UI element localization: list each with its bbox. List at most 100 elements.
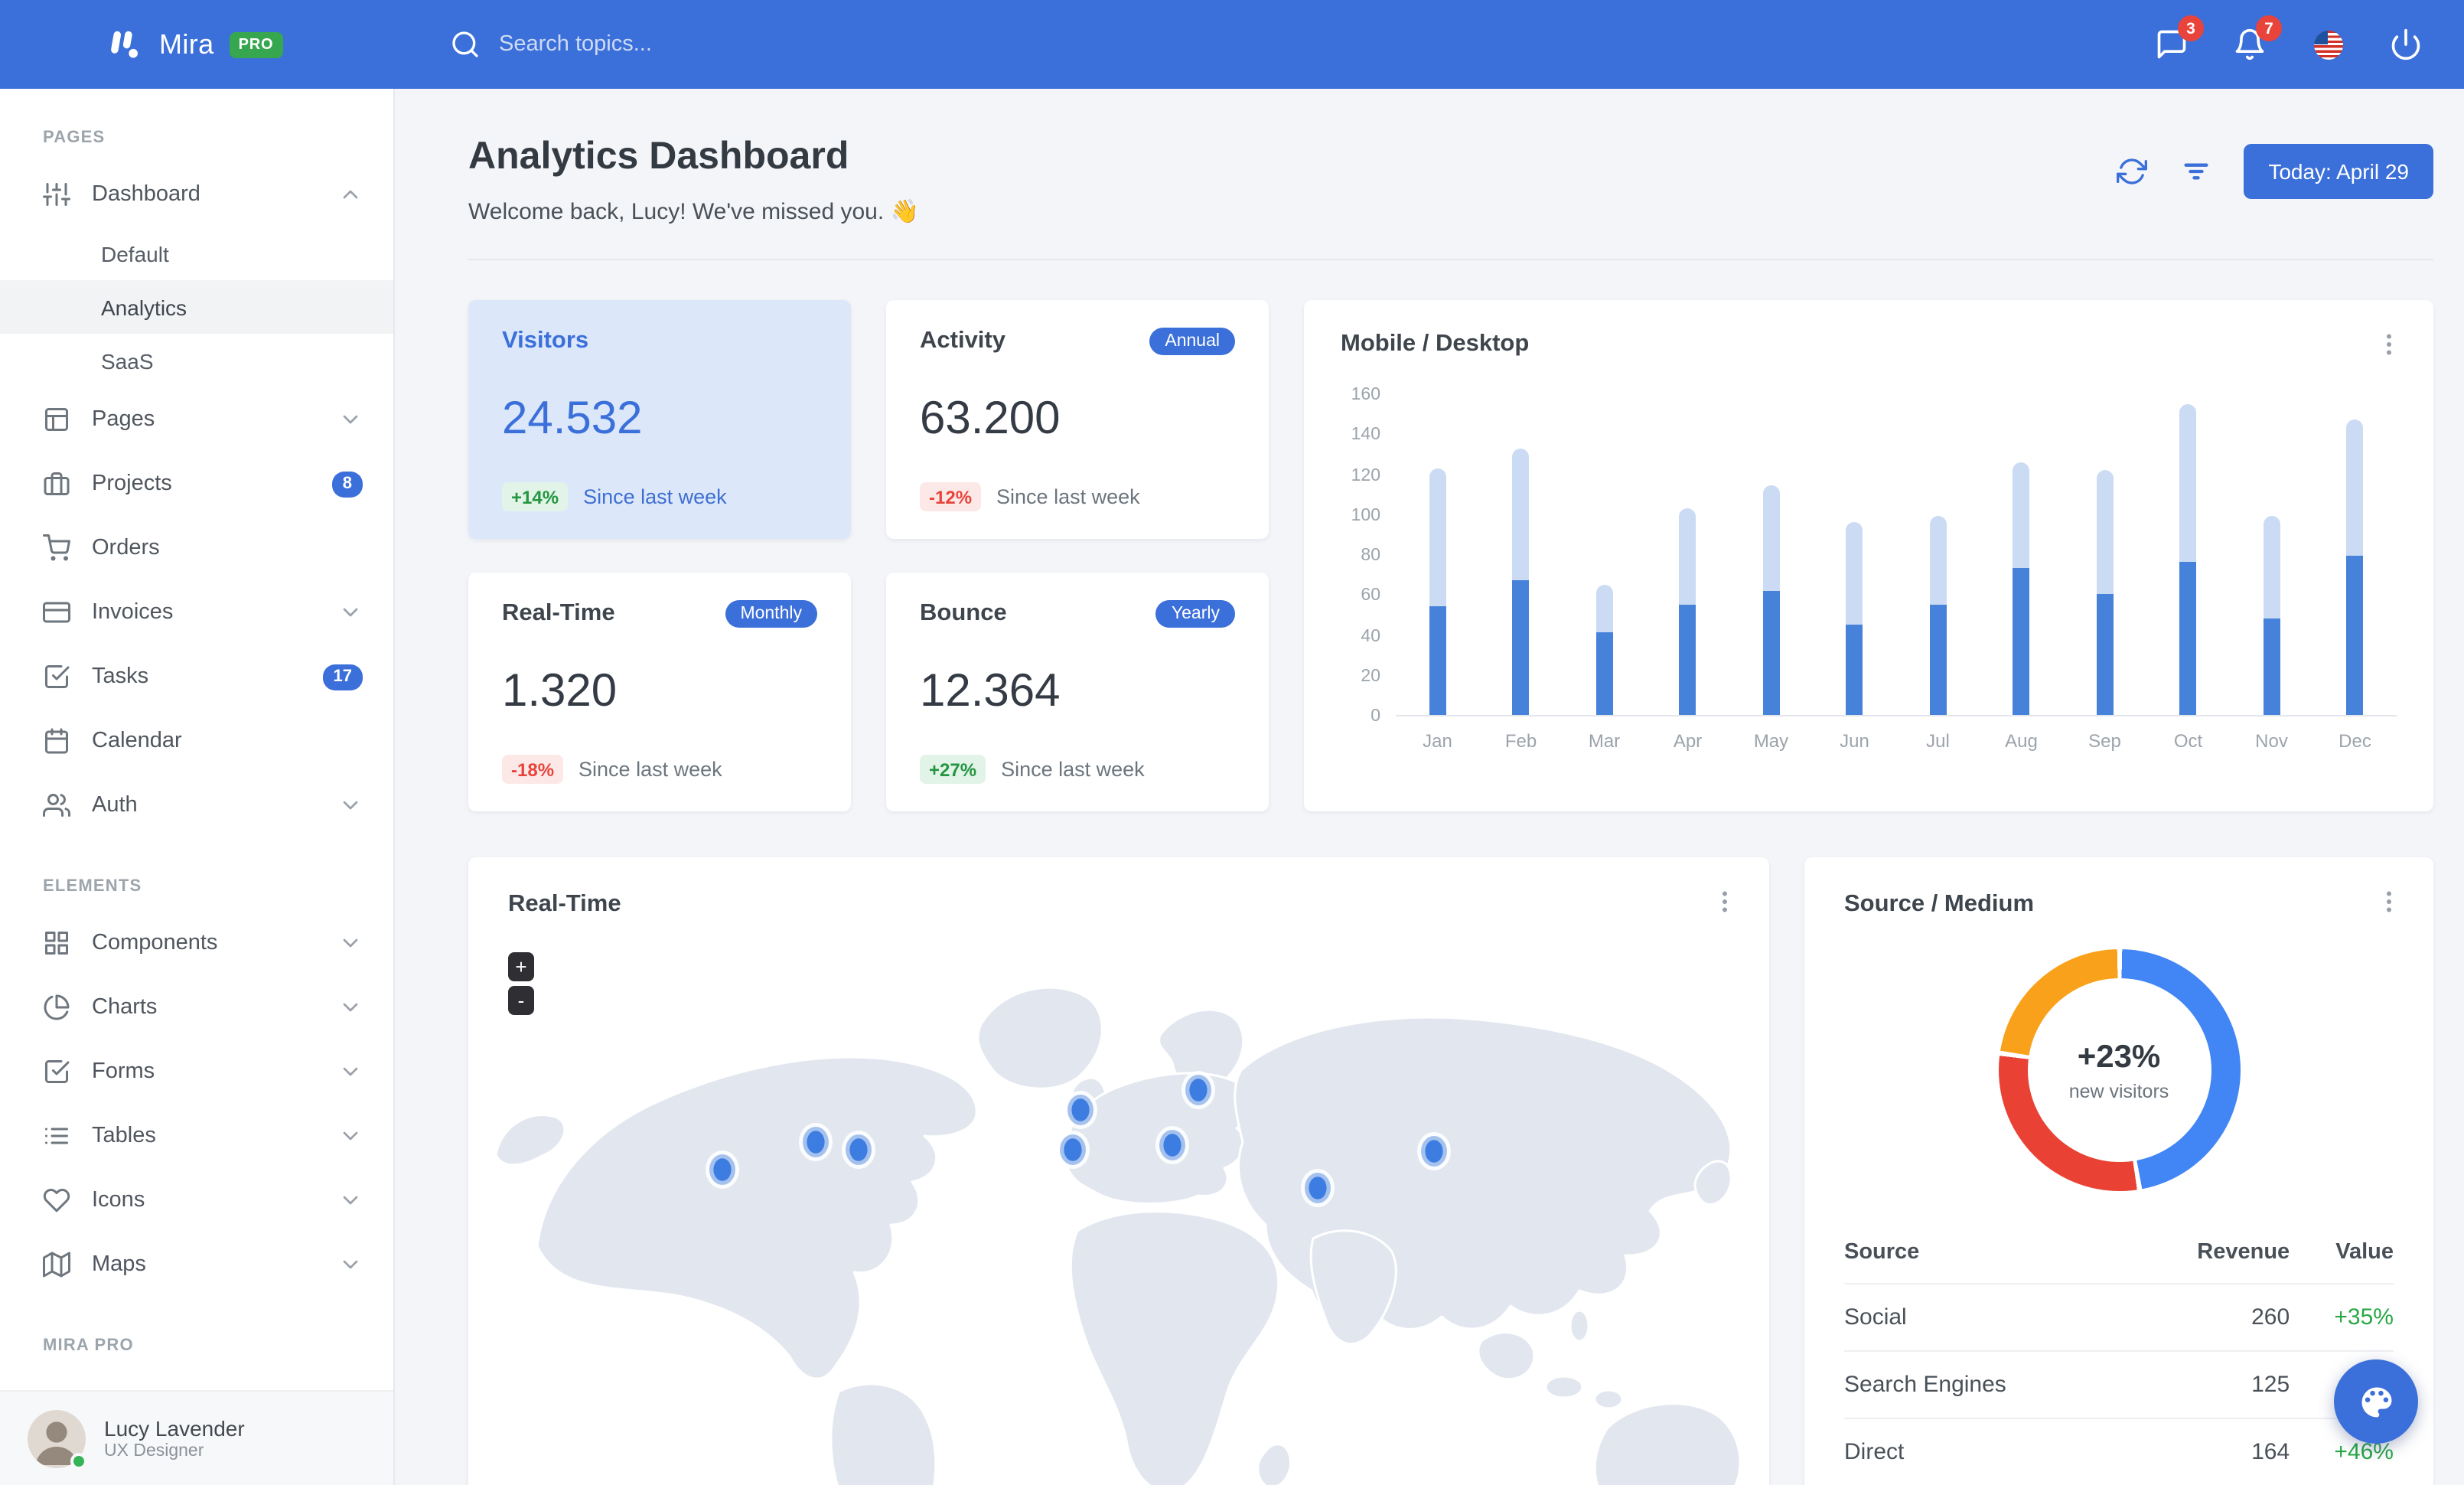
sidebar-item-maps[interactable]: Maps	[0, 1232, 393, 1297]
sidebar-item-tables[interactable]: Tables	[0, 1104, 393, 1168]
sidebar-badge: 8	[331, 471, 363, 497]
check-square-icon	[45, 1060, 70, 1083]
sidebar-section-header: MIRA PRO	[43, 1336, 134, 1355]
x-axis-label: Jan	[1423, 730, 1452, 752]
donut-chart-wrap: +23% new visitors	[1844, 949, 2394, 1191]
notifications-badge: 7	[2256, 15, 2282, 41]
desktop-bar-segment	[1429, 468, 1446, 607]
theme-settings-fab[interactable]	[2334, 1359, 2418, 1444]
stat-period-badge[interactable]: Yearly	[1155, 600, 1235, 628]
filter-button[interactable]	[2179, 155, 2213, 188]
source-menu-button[interactable]	[2372, 885, 2406, 919]
bar-group-nov	[2230, 516, 2313, 715]
stat-period-badge[interactable]: Monthly	[725, 600, 817, 628]
y-axis-tick: 100	[1351, 506, 1380, 525]
sidebar-item-tasks[interactable]: Tasks 17	[0, 645, 393, 709]
stacked-bar	[1429, 468, 1446, 715]
stat-title: Real-Time	[502, 600, 615, 626]
sidebar-item-auth[interactable]: Auth	[0, 773, 393, 837]
zoom-out-button[interactable]: -	[508, 986, 534, 1015]
stat-caption: Since last week	[583, 485, 727, 508]
desktop-bar-segment	[1762, 485, 1780, 591]
chevron-down-icon	[343, 1131, 358, 1141]
source-medium-card: Source / Medium +23% new visitors Source…	[1804, 857, 2433, 1485]
sidebar-user[interactable]: Lucy Lavender UX Designer	[0, 1390, 393, 1485]
donut-chart: +23% new visitors	[1998, 949, 2240, 1191]
sidebar-item-components[interactable]: Components	[0, 911, 393, 975]
donut-center: +23% new visitors	[2027, 978, 2211, 1162]
map-marker	[1417, 1132, 1451, 1170]
online-status-dot	[70, 1452, 87, 1469]
x-axis-label: Mar	[1588, 730, 1621, 752]
sidebar-item-pages[interactable]: Pages	[0, 387, 393, 452]
sidebar-item-label: Projects	[92, 472, 172, 496]
bar-chart: 0 20 40 60 80 100 120 140 160	[1341, 386, 2397, 726]
sidebar-item-invoices[interactable]: Invoices	[0, 580, 393, 645]
x-axis-label: Feb	[1504, 730, 1537, 752]
brand[interactable]: Mira PRO	[0, 24, 395, 64]
navbar-search	[450, 29, 2153, 60]
sidebar-item-label: Tables	[92, 1124, 156, 1148]
sidebar-item-label: Invoices	[92, 600, 174, 625]
revenue-cell: 164	[2127, 1418, 2290, 1485]
main-content: Analytics Dashboard Welcome back, Lucy! …	[395, 89, 2464, 1485]
sidebar-item-label: Icons	[92, 1188, 145, 1212]
stat-delta-chip: +14%	[502, 482, 569, 511]
sidebar-item-projects[interactable]: Projects 8	[0, 452, 393, 516]
y-axis-tick: 140	[1351, 426, 1380, 445]
x-axis-label: Jul	[1926, 730, 1950, 752]
messages-button[interactable]: 3	[2153, 15, 2204, 63]
value-cell: +35%	[2290, 1283, 2394, 1351]
chart-menu-button[interactable]	[2372, 328, 2406, 361]
language-selector[interactable]	[2309, 26, 2346, 63]
bar-group-apr	[1646, 508, 1729, 715]
sidebar-item-label: Pages	[92, 407, 155, 432]
source-table: Source Revenue Value Social 260 +35% Search E…	[1844, 1228, 2394, 1485]
bar-group-jul	[1896, 516, 1980, 715]
stacked-bar	[2346, 419, 2364, 715]
x-axis-label: Oct	[2173, 730, 2203, 752]
sidebar-item-label: Dashboard	[92, 182, 200, 207]
world-map	[494, 986, 1742, 1485]
palette-icon	[2361, 1386, 2391, 1417]
date-button[interactable]: Today: April 29	[2244, 144, 2433, 199]
stacked-bar	[1846, 522, 1863, 715]
source-column-header: Value	[2335, 1240, 2394, 1265]
map-marker	[1056, 1131, 1090, 1169]
sidebar-item-label: Orders	[92, 536, 160, 560]
zoom-in-button[interactable]: +	[508, 952, 534, 981]
page-header: Analytics Dashboard Welcome back, Lucy! …	[468, 135, 2433, 225]
source-cell: Search Engines	[1844, 1350, 2128, 1418]
sidebar: PAGES Dashboard Default Analytics SaaS Pages P…	[0, 89, 395, 1485]
sidebar-item-dashboard[interactable]: Dashboard	[0, 162, 393, 227]
stat-card-activity: Activity Annual 63.200 -12% Since last week	[886, 300, 1269, 539]
sidebar-subitem-saas[interactable]: SaaS	[101, 348, 154, 373]
notifications-button[interactable]: 7	[2231, 15, 2282, 63]
desktop-bar-segment	[2179, 403, 2197, 563]
search-input[interactable]	[499, 32, 958, 57]
navbar-actions: 3 7	[2153, 15, 2464, 63]
stat-value: 24.532	[502, 393, 643, 443]
sidebar-subitem-analytics[interactable]: Analytics	[0, 280, 393, 334]
stacked-bar	[1929, 516, 1947, 715]
refresh-button[interactable]	[2115, 155, 2149, 188]
x-axis-label: Sep	[2088, 730, 2121, 752]
sidebar-subitem-default[interactable]: Default	[101, 241, 169, 266]
map-menu-button[interactable]	[1708, 885, 1742, 919]
refresh-icon	[2117, 158, 2148, 184]
messages-badge: 3	[2178, 15, 2204, 41]
bar-group-feb	[1479, 448, 1563, 715]
sidebar-item-icons[interactable]: Icons	[0, 1168, 393, 1232]
sidebar-item-charts[interactable]: Charts	[0, 975, 393, 1040]
logout-button[interactable]	[2387, 26, 2424, 63]
sidebar-item-calendar[interactable]: Calendar	[0, 709, 393, 773]
sidebar-item-orders[interactable]: Orders	[0, 516, 393, 580]
stat-period-badge[interactable]: Annual	[1149, 328, 1235, 355]
sidebar-badge: 17	[322, 664, 363, 690]
table-row: Direct 164 +46%	[1844, 1418, 2394, 1485]
revenue-cell: 260	[2127, 1283, 2290, 1351]
mobile-bar-segment	[1929, 604, 1947, 715]
cart-icon	[43, 534, 70, 561]
sidebar-item-forms[interactable]: Forms	[0, 1040, 393, 1104]
map-marker	[1064, 1091, 1097, 1129]
